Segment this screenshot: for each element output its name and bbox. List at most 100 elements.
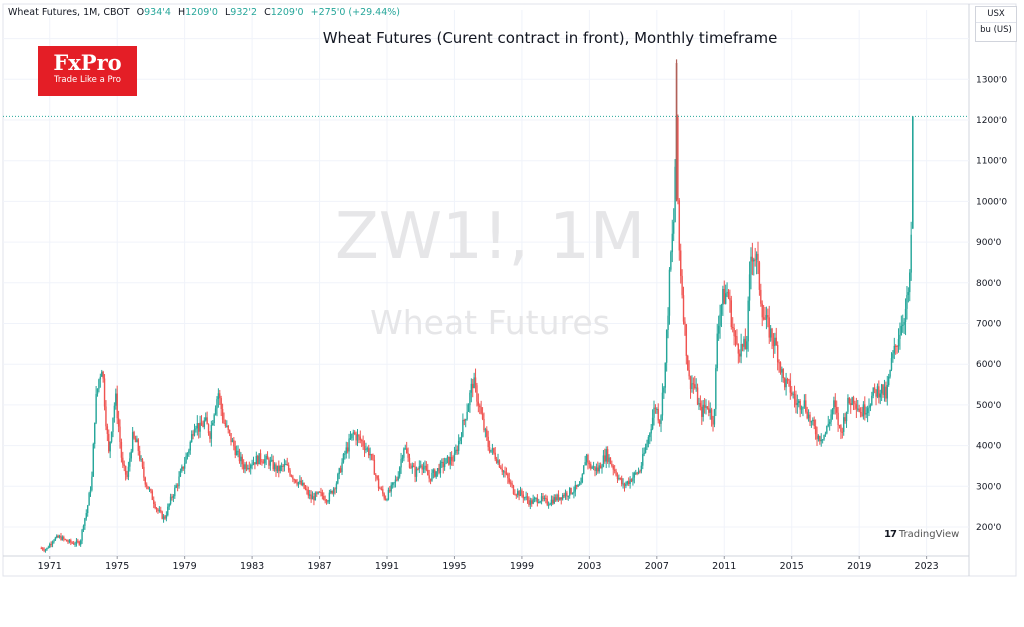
candle-body — [826, 425, 828, 434]
candle-body — [47, 547, 50, 549]
candle-body — [71, 542, 73, 544]
candle-body — [460, 436, 463, 438]
candle-body — [740, 343, 742, 357]
candle-body — [428, 475, 430, 479]
candle-body — [597, 467, 599, 472]
candle-body — [618, 478, 620, 480]
candle-body — [754, 259, 756, 261]
candle-body — [639, 471, 641, 473]
candle-body — [830, 414, 832, 422]
candle-body — [694, 384, 696, 388]
candle-body — [623, 483, 626, 487]
candle-body — [847, 397, 849, 412]
candle-body — [581, 474, 584, 483]
candle-body — [495, 459, 498, 463]
candle-body — [819, 436, 821, 442]
candle-body — [719, 314, 721, 326]
candle-body — [186, 453, 189, 457]
y-tick-label: 1000'0 — [976, 197, 1007, 207]
candle-body — [330, 490, 332, 493]
candle-body — [900, 325, 903, 335]
candle-body — [398, 467, 401, 477]
candle-body — [792, 393, 794, 395]
candle-body — [501, 469, 503, 472]
candle-body — [785, 379, 787, 388]
candle-body — [370, 454, 373, 456]
candle-body — [292, 476, 294, 480]
candle-body — [573, 491, 575, 494]
x-tick-label: 1979 — [173, 561, 197, 572]
candle-body — [168, 503, 170, 507]
candle-body — [682, 295, 685, 322]
tradingview-attribution[interactable]: 17 TradingView — [884, 529, 959, 540]
candle-body — [599, 465, 602, 469]
candle-body — [858, 408, 860, 413]
candle-body — [273, 464, 276, 470]
candle-body — [272, 459, 274, 470]
candle-body — [443, 463, 446, 468]
candle-body — [231, 440, 234, 443]
candle-body — [803, 400, 806, 407]
candle-body — [290, 475, 293, 477]
candle-body — [701, 406, 703, 417]
candle-body — [376, 475, 378, 479]
candle-body — [776, 344, 779, 363]
candle-body — [254, 462, 256, 465]
candle-body — [823, 434, 825, 440]
candle-body — [488, 447, 491, 452]
candle-body — [637, 471, 640, 474]
candle-body — [421, 465, 423, 470]
x-tick-label: 2023 — [915, 561, 939, 572]
candle-body — [268, 459, 270, 466]
candle-body — [772, 340, 775, 347]
candle-body — [732, 326, 734, 328]
candle-body — [583, 465, 585, 475]
x-tick-label: 1987 — [307, 561, 331, 572]
candle-body — [678, 200, 681, 251]
change-value: +275'0 (+29.44%) — [310, 7, 401, 18]
candle-body — [264, 459, 266, 464]
candle-body — [456, 449, 458, 451]
candle-body — [743, 338, 745, 347]
candle-body — [289, 470, 291, 476]
candle-body — [622, 483, 624, 485]
candle-body — [98, 379, 100, 389]
candle-body — [680, 250, 682, 276]
candle-body — [300, 480, 302, 485]
candle-body — [748, 274, 751, 301]
candle-body — [53, 540, 55, 542]
currency-unit[interactable]: bu (US) — [980, 25, 1012, 35]
candle-body — [539, 501, 541, 503]
candle-body — [866, 408, 869, 414]
currency-code[interactable]: USX — [976, 7, 1016, 23]
candle-body — [843, 417, 845, 432]
candle-body — [439, 462, 442, 474]
candle-body — [632, 477, 634, 482]
candle-body — [338, 468, 340, 475]
candle-body — [365, 448, 367, 451]
fxpro-logo: FxPro Trade Like a Pro — [38, 46, 137, 96]
candle-body — [778, 362, 780, 364]
candle-body — [571, 493, 574, 495]
candle-body — [126, 474, 128, 477]
candle-body — [746, 341, 748, 350]
candle-body — [450, 457, 453, 461]
candle-body — [65, 539, 68, 542]
candle-body — [221, 409, 224, 420]
candle-body — [736, 336, 738, 345]
candle-body — [653, 407, 655, 418]
candle-body — [223, 419, 225, 424]
candle-body — [161, 511, 163, 519]
candle-body — [248, 468, 250, 470]
candle-body — [672, 222, 675, 234]
candle-body — [462, 420, 464, 437]
candle-body — [192, 434, 194, 436]
currency-selector[interactable]: USX bu (US) — [975, 6, 1017, 42]
candle-body — [181, 466, 183, 472]
candle-body — [848, 397, 851, 404]
candle-body — [172, 496, 175, 498]
candle-body — [789, 380, 792, 393]
candle-body — [767, 315, 769, 318]
candle-body — [417, 468, 419, 470]
